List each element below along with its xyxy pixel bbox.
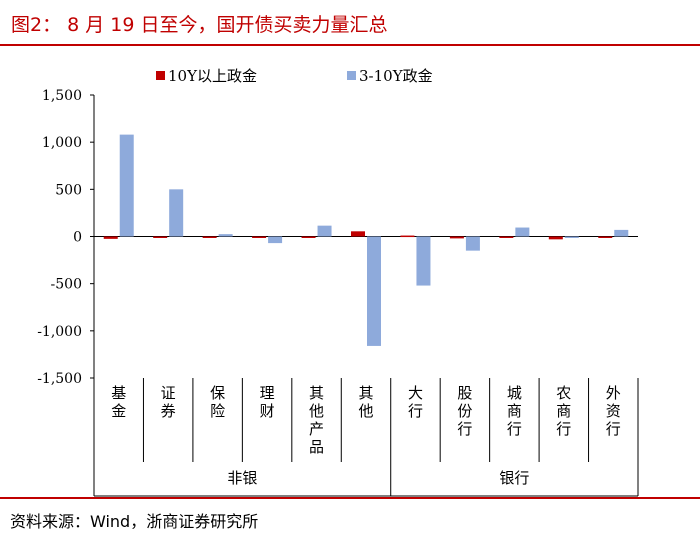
legend-label: 10Y以上政金 — [168, 67, 257, 85]
bar-mid-9 — [564, 236, 579, 238]
bar-mid-5 — [367, 236, 381, 346]
x-category-label: 证券 — [161, 384, 176, 420]
bars — [103, 134, 629, 346]
bar-long-10 — [598, 236, 613, 238]
figure-title: 图2： 8 月 19 日至今，国开债买卖力量汇总 — [11, 14, 388, 36]
legend: 10Y以上政金 3-10Y政金 — [156, 67, 433, 85]
bar-long-3 — [252, 236, 267, 238]
x-category-label: 农商行 — [556, 384, 571, 438]
bar-mid-2 — [218, 234, 233, 237]
bar-mid-6 — [416, 236, 431, 286]
bar-mid-3 — [268, 236, 283, 244]
x-category-label: 基金 — [111, 384, 126, 420]
bar-mid-0 — [119, 134, 134, 237]
y-tick-label: -1,000 — [37, 324, 82, 340]
bar-long-6 — [400, 235, 415, 238]
x-category-label: 理财 — [260, 384, 275, 420]
title-rule — [0, 44, 700, 46]
footer-rule — [0, 497, 700, 499]
x-category-label: 大行 — [408, 384, 423, 420]
x-category-label: 外资行 — [606, 384, 621, 438]
bar-mid-1 — [169, 189, 184, 237]
x-category-label: 其他 — [358, 384, 373, 420]
y-tick-label: -500 — [51, 277, 82, 293]
y-tick-label: 1,000 — [42, 135, 82, 151]
y-tick-label: 0 — [73, 230, 82, 246]
y-tick-label: 500 — [55, 182, 82, 198]
legend-label: 3-10Y政金 — [359, 67, 433, 85]
bar-long-2 — [202, 236, 217, 238]
bar-long-7 — [449, 236, 464, 239]
y-tick-label: -1,500 — [37, 371, 82, 387]
bar-mid-4 — [317, 225, 332, 237]
bar-long-9 — [548, 236, 563, 240]
legend-swatch — [156, 71, 165, 80]
bar-mid-8 — [515, 227, 530, 237]
bar-long-1 — [153, 236, 168, 238]
y-ticks: 1,500 1,000 500 0 -500 -1,000 -1,500 — [37, 88, 94, 387]
bar-long-5 — [351, 231, 365, 237]
group-label: 非银 — [227, 469, 257, 487]
bar-long-4 — [301, 236, 316, 238]
bar-long-0 — [103, 236, 118, 239]
x-category-label: 股份行 — [457, 384, 472, 438]
axes — [93, 95, 639, 497]
bar-mid-7 — [465, 236, 480, 251]
bar-long-8 — [499, 236, 514, 238]
x-category-label: 城商行 — [507, 384, 522, 438]
source-note: 资料来源：Wind，浙商证券研究所 — [10, 512, 259, 531]
x-category-label: 保险 — [210, 384, 225, 420]
y-tick-label: 1,500 — [42, 88, 82, 104]
group-label: 银行 — [499, 469, 529, 487]
bar-mid-10 — [614, 229, 629, 237]
legend-swatch — [347, 71, 356, 80]
x-category-label: 其他产品 — [309, 384, 324, 456]
